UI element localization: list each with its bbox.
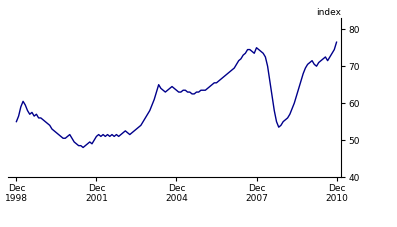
Text: index: index: [316, 7, 341, 17]
